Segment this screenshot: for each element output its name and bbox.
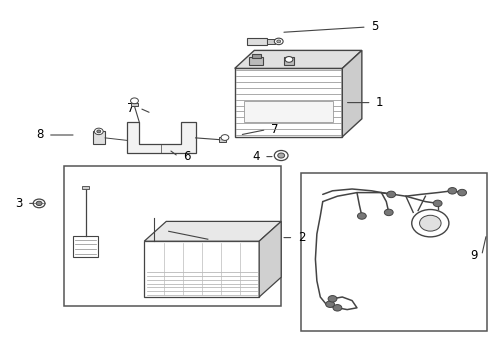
Circle shape [447,188,456,194]
Circle shape [325,301,334,307]
Circle shape [277,153,284,158]
Text: 9: 9 [469,249,476,262]
Text: 3: 3 [15,197,22,210]
Text: 1: 1 [375,96,383,109]
Circle shape [357,213,366,219]
Bar [82,186,89,189]
Circle shape [332,305,341,311]
Polygon shape [259,221,281,297]
Bar [144,241,259,297]
Text: 5: 5 [370,21,378,33]
Bar [130,103,138,106]
Polygon shape [342,50,361,137]
Bar [283,57,294,65]
Polygon shape [144,221,281,241]
Text: 8: 8 [36,129,43,141]
Circle shape [419,215,440,231]
Text: 7: 7 [270,123,278,136]
Text: 2: 2 [297,231,305,244]
Text: 6: 6 [183,150,190,163]
Circle shape [274,150,287,161]
Circle shape [36,201,42,206]
Circle shape [411,210,448,237]
Circle shape [276,40,280,43]
Circle shape [457,189,466,196]
Circle shape [274,38,283,45]
Polygon shape [127,122,195,153]
Circle shape [285,57,292,62]
Circle shape [94,128,103,135]
Circle shape [384,209,392,216]
Bar [251,54,260,58]
Polygon shape [234,50,361,68]
Bar [93,131,105,144]
Bar [244,101,332,122]
Circle shape [432,200,441,207]
Circle shape [33,199,45,208]
Circle shape [130,98,138,104]
Bar [249,57,263,65]
Circle shape [97,130,101,133]
Bar [234,68,342,137]
Circle shape [327,296,336,302]
Circle shape [221,135,228,140]
Bar [63,166,281,306]
Bar [267,39,275,44]
Bar [300,173,486,331]
Text: 4: 4 [252,150,259,163]
Bar [73,236,98,257]
Circle shape [386,191,395,198]
Bar [246,38,266,45]
Text: 7: 7 [127,102,135,114]
Bar [219,137,225,142]
